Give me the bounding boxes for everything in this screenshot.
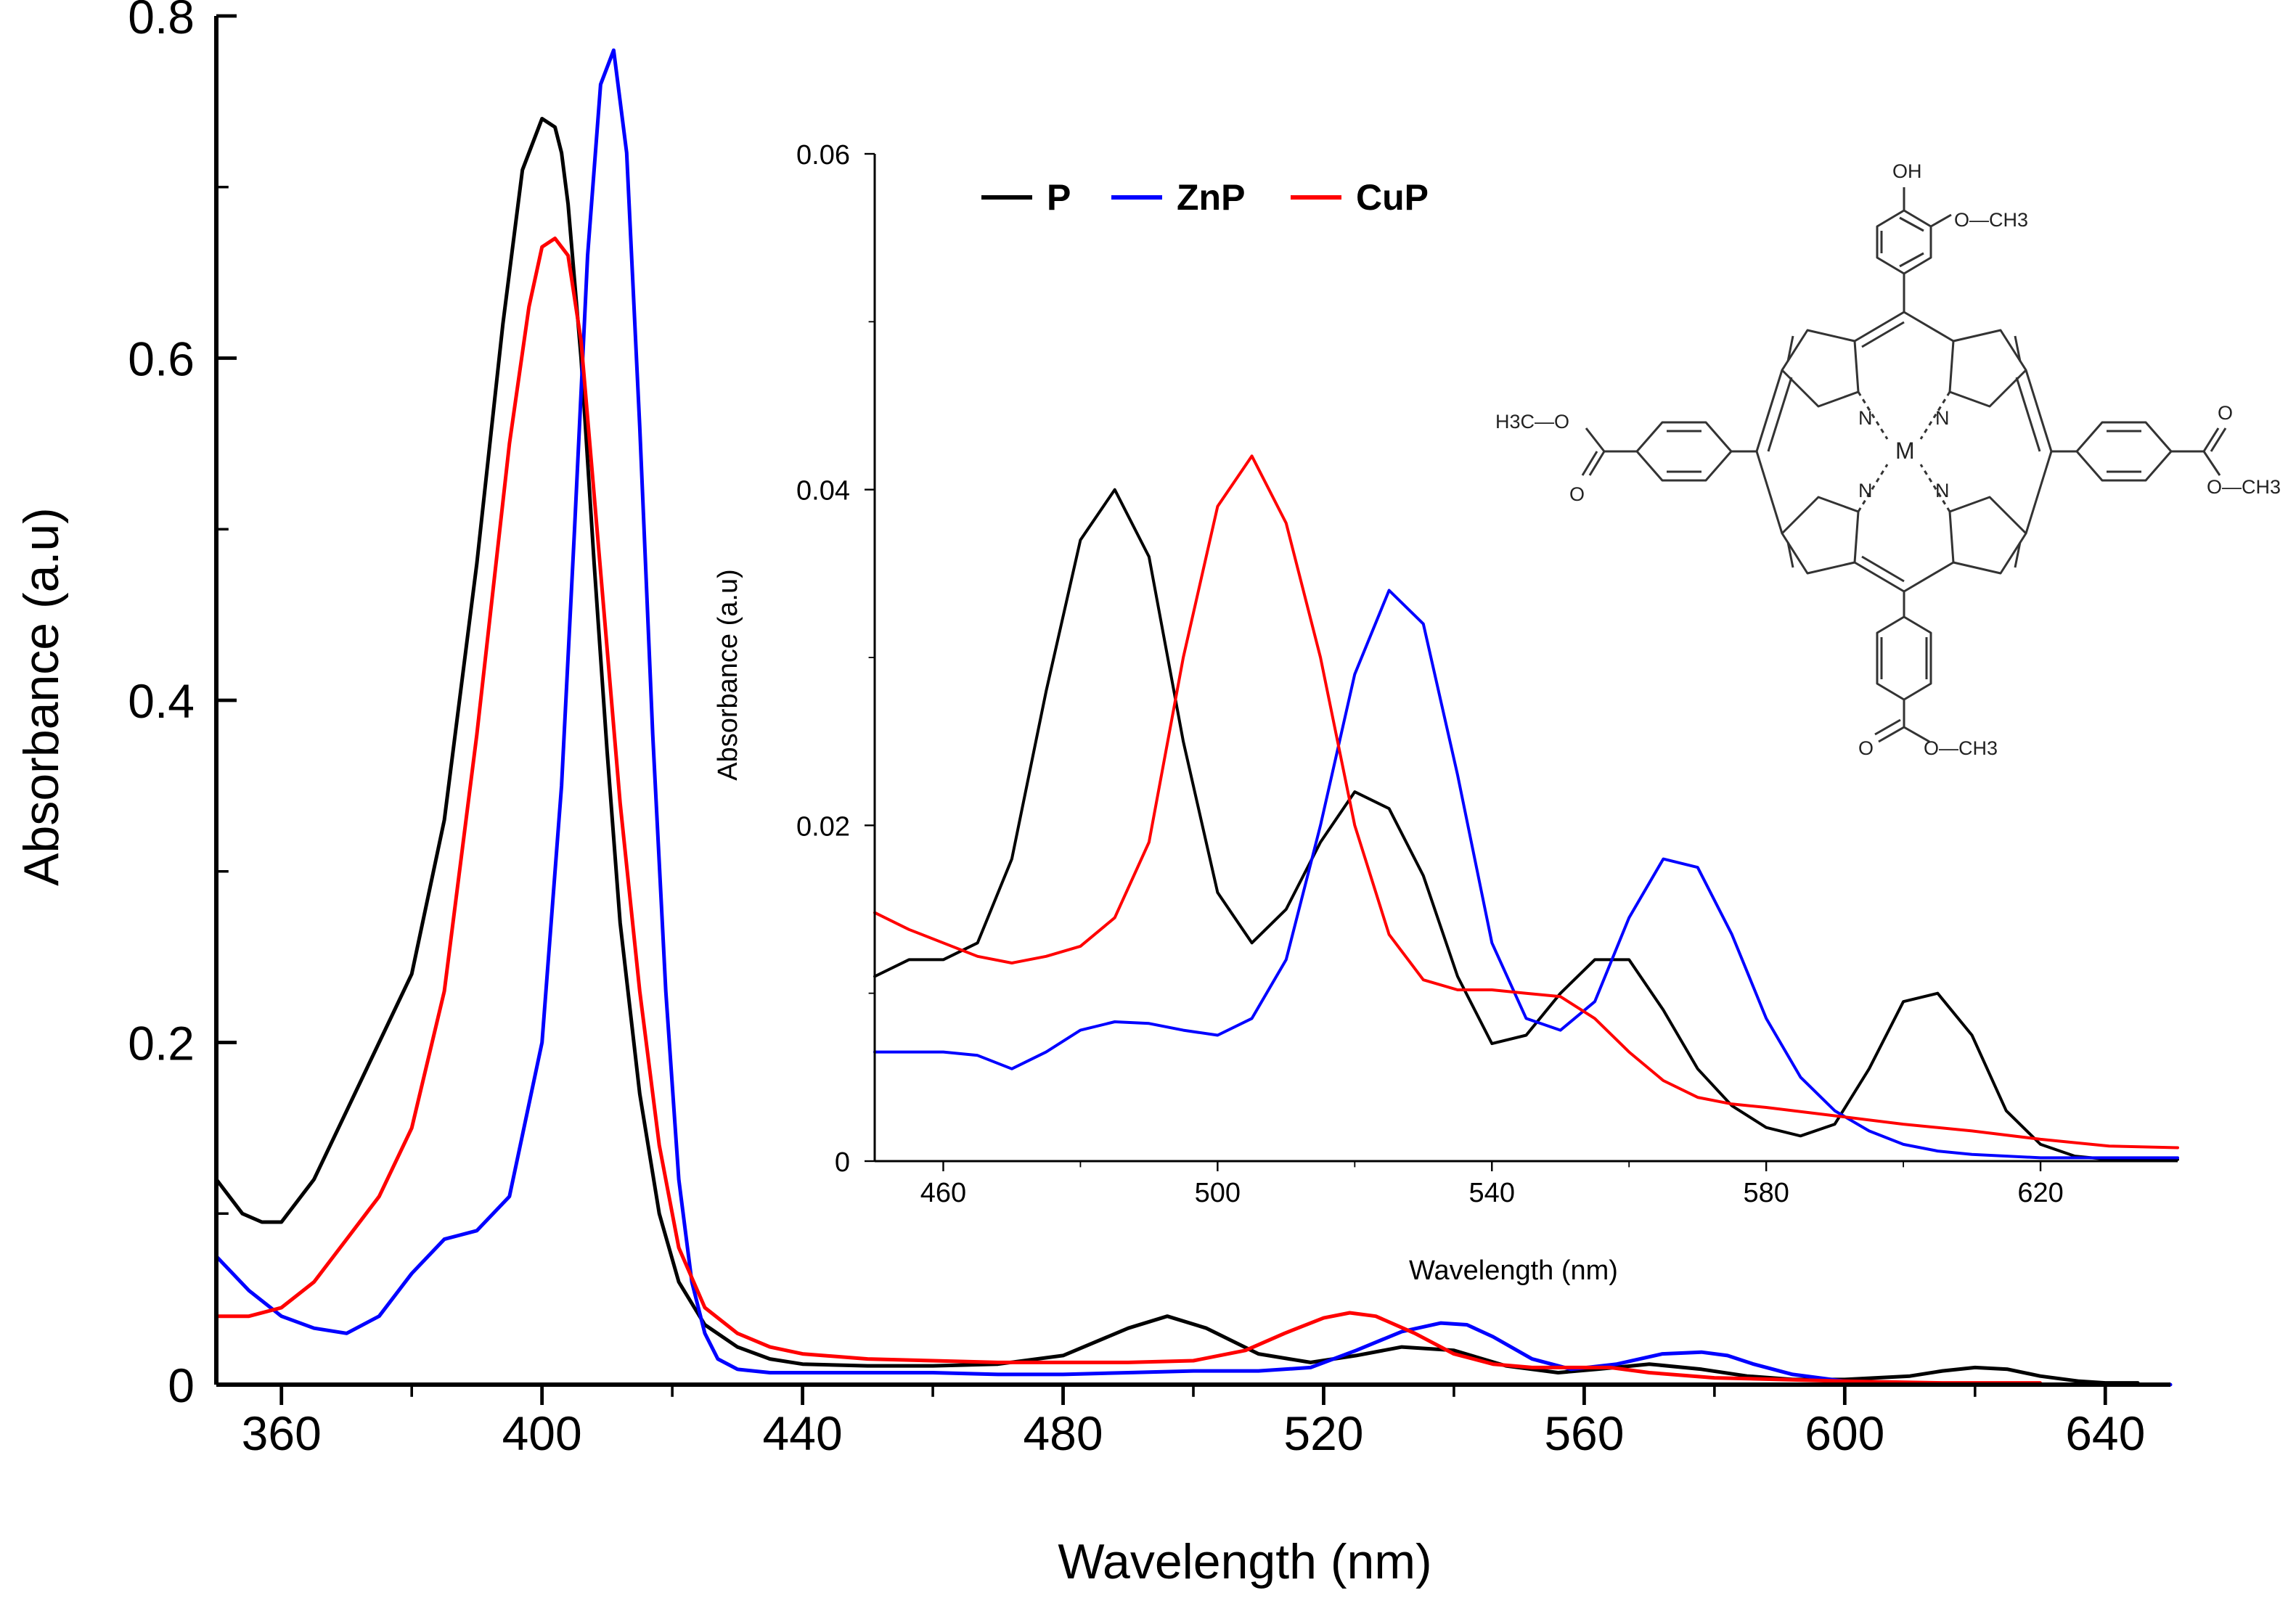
- legend-label-p: P: [1047, 177, 1071, 218]
- structure-label-right-ester: O—CH3: [2207, 476, 2281, 498]
- inset-x-tick-label: 500: [1195, 1178, 1241, 1208]
- structure-label-left-ester-methyl: H3C—O: [1495, 411, 1569, 433]
- main-x-tick-label: 640: [2065, 1406, 2145, 1460]
- main-y-tick-label: 0.6: [128, 332, 195, 386]
- main-y-ticks: 0 0.2 0.4 0.6 0.8: [128, 0, 237, 1412]
- inset-series-cup-line: [873, 454, 2179, 1150]
- inset-y-tick-label: 0.02: [796, 811, 850, 842]
- main-y-tick-label: 0.8: [128, 0, 195, 44]
- structure-label-bottom-carbonyl: O: [1858, 737, 1874, 759]
- inset-x-axis-title: Wavelength (nm): [1409, 1255, 1618, 1286]
- pyrrole-ring-top-right: [1948, 329, 2027, 408]
- inset-y-tick-label: 0.06: [796, 140, 850, 171]
- pyrrole-ring-bottom-right: [1948, 496, 2027, 575]
- main-y-axis-title: Absorbance (a.u): [14, 507, 69, 886]
- structure-label-hydroxyl: OH: [1892, 160, 1922, 182]
- structure-label-right-carbonyl: O: [2218, 402, 2233, 424]
- structure-label-metal: M: [1895, 438, 1915, 464]
- main-series-znp-line: [214, 48, 2173, 1387]
- inset-y-tick-label: 0: [835, 1147, 850, 1178]
- main-chart: 360 400 440 480 520 560 600 640 0 0.2 0.4 0.6 0.8 W…: [14, 0, 2173, 1589]
- main-x-ticks: 360 400 440 480 520 560 600 640: [242, 1385, 2145, 1460]
- inset-chart: 460 500 540 580 620 0 0.02 0.04 0.06 Wavelength…: [713, 140, 2179, 1286]
- inset-series-lines: [873, 454, 2179, 1161]
- legend-label-cup: CuP: [1356, 177, 1429, 218]
- main-x-tick-label: 520: [1283, 1406, 1363, 1460]
- main-x-tick-label: 360: [242, 1406, 322, 1460]
- structure-label-nitrogen-2: N: [1935, 407, 1950, 429]
- porphyrin-structure: [1581, 187, 2227, 743]
- structure-label-bottom-ester: O—CH3: [1924, 737, 1998, 759]
- structure-labels: OH O—CH3 H3C—O O O O—CH3 O O—CH3 M N N N…: [1495, 160, 2281, 759]
- main-series-lines: [214, 48, 2173, 1387]
- main-x-tick-label: 400: [502, 1406, 582, 1460]
- inset-y-tick-label: 0.04: [796, 476, 850, 507]
- main-x-tick-label: 480: [1023, 1406, 1103, 1460]
- main-x-tick-label: 600: [1805, 1406, 1884, 1460]
- inset-x-tick-label: 540: [1469, 1178, 1515, 1208]
- pyrrole-ring-top-left: [1781, 329, 1860, 408]
- inset-x-tick-label: 580: [1743, 1178, 1789, 1208]
- structure-label-nitrogen-4: N: [1935, 480, 1950, 501]
- structure-label-methoxy: O—CH3: [1954, 209, 2028, 231]
- inset-series-znp-line: [873, 589, 2179, 1160]
- pyrrole-ring-bottom-left: [1781, 496, 1860, 575]
- legend-label-znp: ZnP: [1177, 177, 1245, 218]
- main-y-tick-label: 0.2: [128, 1017, 195, 1070]
- inset-x-tick-label: 620: [2017, 1178, 2063, 1208]
- structure-label-nitrogen-3: N: [1858, 480, 1873, 501]
- inset-series-p-line: [873, 488, 2179, 1161]
- inset-x-tick-label: 460: [920, 1178, 966, 1208]
- main-x-tick-label: 440: [763, 1406, 843, 1460]
- structure-label-left-carbonyl: O: [1569, 483, 1585, 505]
- inset-x-ticks: 460 500 540 580 620: [920, 1161, 2064, 1208]
- inset-legend: P ZnP CuP: [981, 177, 1429, 218]
- inset-y-ticks: 0 0.02 0.04 0.06: [796, 140, 875, 1178]
- main-y-tick-label: 0: [168, 1359, 195, 1412]
- main-series-cup-line: [214, 237, 2042, 1385]
- main-x-tick-label: 560: [1544, 1406, 1624, 1460]
- main-x-axis-title: Wavelength (nm): [1058, 1534, 1431, 1589]
- inset-y-axis-title: Absorbance (a.u): [713, 569, 743, 781]
- main-y-tick-label: 0.4: [128, 674, 195, 728]
- structure-label-nitrogen-1: N: [1858, 407, 1873, 429]
